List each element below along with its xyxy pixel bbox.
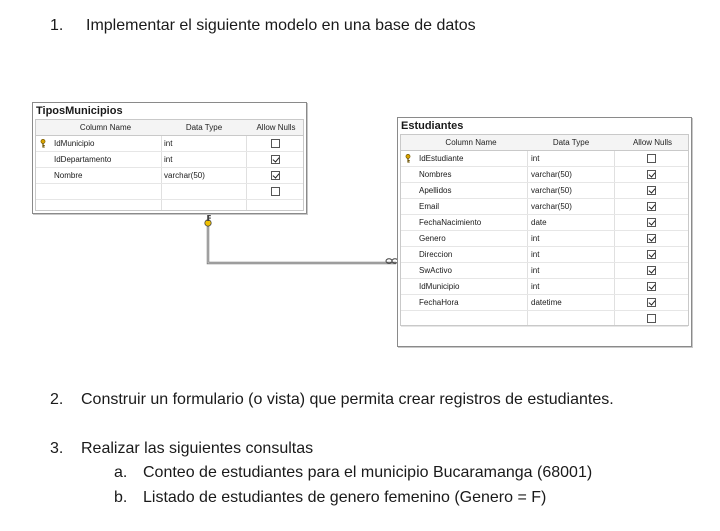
table-row[interactable]: FechaHora datetime xyxy=(401,295,688,311)
table-row[interactable]: Nombre varchar(50) xyxy=(36,168,303,184)
allow-nulls-checkbox[interactable] xyxy=(271,187,280,196)
table-row[interactable]: IdDepartamento int xyxy=(36,152,303,168)
allow-nulls-checkbox[interactable] xyxy=(647,266,656,275)
column-name-cell[interactable]: Nombre xyxy=(54,171,83,180)
column-name-cell[interactable]: Nombres xyxy=(419,170,452,179)
allow-nulls-checkbox[interactable] xyxy=(271,155,280,164)
table-row[interactable]: SwActivo int xyxy=(401,263,688,279)
estudiantes-grid: Column Name Data Type Allow Nulls IdEstu… xyxy=(400,134,689,327)
header-allow-nulls: Allow Nulls xyxy=(256,123,296,132)
table-row[interactable]: Apellidos varchar(50) xyxy=(401,183,688,199)
primary-key-icon xyxy=(40,139,46,148)
column-name-cell[interactable] xyxy=(419,311,524,327)
allow-nulls-checkbox[interactable] xyxy=(647,202,656,211)
table-row[interactable]: IdEstudiante int xyxy=(401,151,688,167)
tiposmunicipios-header-row: Column Name Data Type Allow Nulls xyxy=(36,120,303,136)
header-data-type: Data Type xyxy=(185,123,223,132)
data-type-cell[interactable]: int xyxy=(531,266,540,275)
allow-nulls-checkbox[interactable] xyxy=(647,234,656,243)
data-type-cell[interactable]: varchar(50) xyxy=(531,186,572,195)
tiposmunicipios-grid: Column Name Data Type Allow Nulls IdMuni… xyxy=(35,119,304,211)
table-row[interactable]: IdMunicipio int xyxy=(36,136,303,152)
allow-nulls-checkbox[interactable] xyxy=(647,186,656,195)
column-name-cell[interactable]: FechaHora xyxy=(419,298,459,307)
data-type-cell[interactable]: varchar(50) xyxy=(531,170,572,179)
allow-nulls-checkbox[interactable] xyxy=(647,298,656,307)
table-estudiantes-title: Estudiantes xyxy=(401,120,464,132)
task-3-text: Realizar las siguientes consultas xyxy=(81,440,314,457)
task-1-number: 1. xyxy=(50,17,64,34)
column-name-cell[interactable]: Apellidos xyxy=(419,186,452,195)
primary-key-icon xyxy=(405,154,411,163)
task-3b-text: Listado de estudiantes de genero femenin… xyxy=(143,489,547,506)
data-type-cell[interactable]: int xyxy=(164,155,173,164)
column-name-cell[interactable]: FechaNacimiento xyxy=(419,218,482,227)
column-name-cell[interactable]: IdDepartamento xyxy=(54,155,112,164)
data-type-cell[interactable] xyxy=(531,311,611,327)
task-3a-text: Conteo de estudiantes para el municipio … xyxy=(143,464,593,481)
header-data-type: Data Type xyxy=(552,138,590,147)
table-row[interactable]: IdMunicipio int xyxy=(401,279,688,295)
task-2-text: Construir un formulario (o vista) que pe… xyxy=(81,391,614,408)
allow-nulls-checkbox[interactable] xyxy=(271,171,280,180)
table-row[interactable]: Nombres varchar(50) xyxy=(401,167,688,183)
header-column-name: Column Name xyxy=(79,123,132,132)
table-row[interactable]: FechaNacimiento date xyxy=(401,215,688,231)
data-type-cell[interactable]: int xyxy=(531,250,540,259)
table-row[interactable] xyxy=(401,311,688,327)
table-row[interactable]: Direccion int xyxy=(401,247,688,263)
column-name-cell[interactable]: SwActivo xyxy=(419,266,452,275)
allow-nulls-checkbox[interactable] xyxy=(647,218,656,227)
column-name-cell[interactable]: IdMunicipio xyxy=(54,139,95,148)
data-type-cell[interactable]: varchar(50) xyxy=(164,171,205,180)
data-type-cell[interactable]: varchar(50) xyxy=(531,202,572,211)
data-type-cell[interactable]: int xyxy=(531,234,540,243)
allow-nulls-checkbox[interactable] xyxy=(647,314,656,323)
column-name-cell[interactable] xyxy=(54,184,159,200)
data-type-cell[interactable]: datetime xyxy=(531,298,562,307)
task-3-number: 3. xyxy=(50,440,64,457)
column-name-cell[interactable]: IdEstudiante xyxy=(419,154,464,163)
column-name-cell[interactable]: IdMunicipio xyxy=(419,282,460,291)
task-3b-letter: b. xyxy=(114,489,128,506)
table-row[interactable]: Genero int xyxy=(401,231,688,247)
table-tiposmunicipios[interactable]: TiposMunicipios Column Name Data Type Al… xyxy=(32,102,307,214)
task-2-number: 2. xyxy=(50,391,64,408)
task-3a-letter: a. xyxy=(114,464,128,481)
allow-nulls-checkbox[interactable] xyxy=(271,139,280,148)
data-type-cell[interactable]: int xyxy=(531,282,540,291)
estudiantes-header-row: Column Name Data Type Allow Nulls xyxy=(401,135,688,151)
allow-nulls-checkbox[interactable] xyxy=(647,170,656,179)
table-row[interactable]: Email varchar(50) xyxy=(401,199,688,215)
table-tiposmunicipios-title: TiposMunicipios xyxy=(36,105,123,117)
data-type-cell[interactable] xyxy=(164,184,244,200)
data-type-cell[interactable]: int xyxy=(164,139,173,148)
column-name-cell[interactable]: Genero xyxy=(419,234,446,243)
table-estudiantes[interactable]: Estudiantes Column Name Data Type Allow … xyxy=(397,117,692,347)
column-name-cell[interactable]: Direccion xyxy=(419,250,453,259)
task-1-text: Implementar el siguiente modelo en una b… xyxy=(86,17,476,34)
data-type-cell[interactable]: date xyxy=(531,218,547,227)
one-end-key-icon xyxy=(204,214,212,227)
header-column-name: Column Name xyxy=(445,138,497,147)
allow-nulls-checkbox[interactable] xyxy=(647,250,656,259)
allow-nulls-checkbox[interactable] xyxy=(647,282,656,291)
column-name-cell[interactable]: Email xyxy=(419,202,440,211)
table-row[interactable] xyxy=(36,184,303,200)
header-allow-nulls: Allow Nulls xyxy=(632,138,673,147)
data-type-cell[interactable]: int xyxy=(531,154,540,163)
allow-nulls-checkbox[interactable] xyxy=(647,154,656,163)
